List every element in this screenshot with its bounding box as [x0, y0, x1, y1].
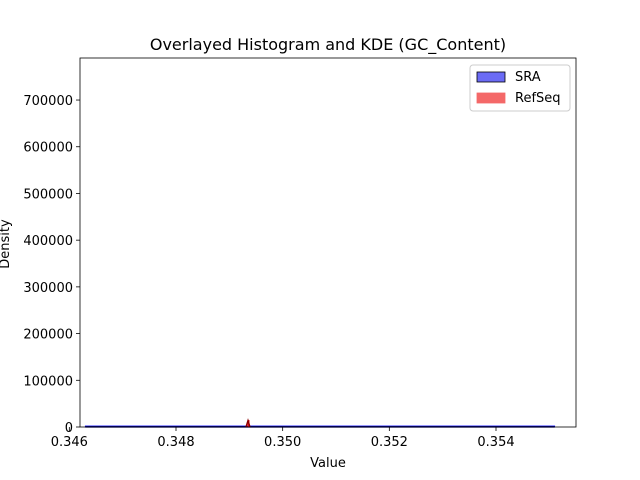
- x-tick-label: 0.346: [51, 435, 88, 450]
- y-tick-label: 0: [65, 421, 73, 436]
- y-tick-label: 700000: [23, 94, 73, 109]
- x-tick-label: 0.350: [264, 435, 301, 450]
- y-tick-label: 100000: [23, 374, 73, 389]
- axes: 0.346 0.348 0.350 0.352 0.354 0 100000 200000 30…: [23, 57, 577, 450]
- legend-label-sra: SRA: [515, 70, 541, 85]
- legend-swatch-refseq: [476, 92, 506, 104]
- y-axis-label: Density: [0, 219, 13, 269]
- legend-label-refseq: RefSeq: [515, 91, 561, 106]
- plot-area: [84, 418, 556, 428]
- legend-swatch-sra: [476, 71, 506, 83]
- y-tick-label: 600000: [23, 141, 73, 156]
- y-tick-label: 400000: [23, 234, 73, 249]
- x-tick-label: 0.354: [477, 435, 514, 450]
- legend: SRA RefSeq: [469, 64, 571, 112]
- x-tick-label: 0.352: [371, 435, 408, 450]
- y-tick-label: 200000: [23, 328, 73, 343]
- axes-frame: [79, 57, 577, 428]
- y-tick-label: 500000: [23, 187, 73, 202]
- x-tick-label: 0.348: [157, 435, 194, 450]
- y-tick-label: 300000: [23, 281, 73, 296]
- x-axis-label: Value: [310, 456, 346, 471]
- chart-title: Overlayed Histogram and KDE (GC_Content): [150, 35, 506, 55]
- kde-line-refseq: [245, 418, 251, 428]
